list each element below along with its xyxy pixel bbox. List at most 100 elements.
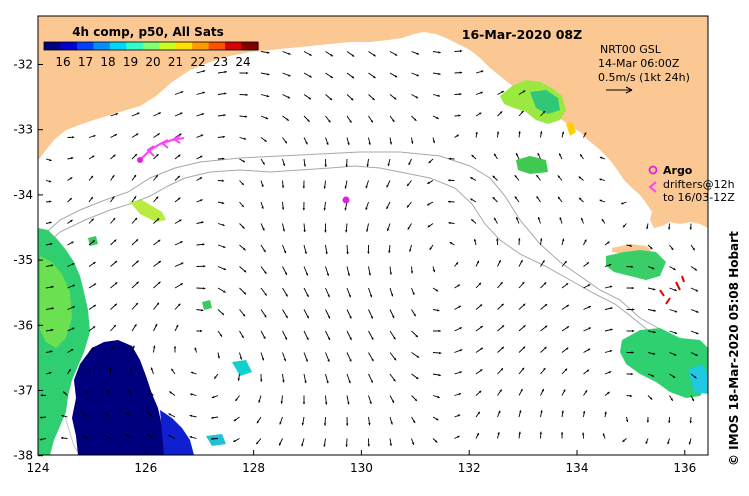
current-vector-head — [233, 418, 237, 422]
current-vector-head — [518, 131, 521, 134]
current-vector-head — [434, 440, 438, 443]
current-vector-head — [345, 230, 348, 233]
current-vector-head — [602, 433, 605, 436]
current-vector-head — [632, 329, 635, 333]
colorbar-cell — [159, 42, 177, 50]
current-vector-head — [309, 53, 312, 56]
current-vector-head — [111, 346, 114, 349]
current-vector-head — [153, 345, 156, 348]
current-vector-head — [286, 118, 289, 121]
current-vector-head — [522, 282, 525, 285]
sst-patch-gulf-cool — [530, 90, 560, 114]
current-vector-head — [223, 290, 226, 293]
current-vector-head — [541, 389, 544, 392]
current-vector-head — [369, 294, 373, 298]
colorbar-cell — [192, 42, 210, 50]
current-vector-head — [327, 316, 330, 319]
current-vector-head — [168, 435, 171, 438]
current-vector-head — [109, 367, 112, 370]
current-vector-head — [345, 444, 348, 447]
current-vector-head — [610, 307, 613, 310]
current-vector-head — [304, 380, 307, 384]
current-vector-head — [267, 51, 270, 54]
current-vector-head — [349, 359, 352, 362]
lat-label: -38 — [13, 449, 33, 463]
current-vector-head — [202, 91, 205, 94]
lat-label: -33 — [13, 123, 33, 137]
current-vector-head — [481, 70, 484, 73]
current-vector-head — [523, 325, 526, 328]
colorbar-cell — [60, 42, 78, 50]
current-vector-head — [224, 70, 227, 74]
current-vector-head — [631, 351, 634, 354]
current-vector-head — [326, 273, 329, 276]
current-vector-head — [281, 185, 285, 188]
current-vector-head — [189, 414, 192, 417]
current-vector-head — [539, 431, 542, 434]
current-vector-head — [544, 325, 548, 328]
current-vector-head — [459, 327, 462, 330]
current-vector-head — [415, 334, 418, 338]
current-vector-head — [411, 141, 414, 144]
current-vector-head — [561, 410, 564, 413]
lon-label: 130 — [350, 461, 373, 475]
current-vector-head — [501, 91, 504, 94]
current-vector-head — [177, 175, 180, 179]
current-vector-head — [566, 304, 569, 308]
current-vector-head — [308, 97, 311, 100]
lat-label: -37 — [13, 384, 33, 398]
current-vector-head — [601, 219, 605, 222]
current-vector-head — [202, 243, 205, 246]
current-vector-head — [51, 307, 54, 310]
current-vector-head — [70, 219, 73, 223]
current-vector-head — [137, 112, 140, 115]
current-vector-head — [607, 241, 610, 244]
current-vector-head — [542, 260, 545, 263]
current-vector-head — [537, 153, 540, 156]
current-vector-head — [326, 142, 329, 145]
current-vector-head — [323, 444, 326, 447]
current-vector-head — [72, 284, 75, 287]
current-vector-head — [501, 303, 504, 307]
drifters-legend-line1: drifters@12h — [663, 178, 735, 191]
current-vector-head — [350, 97, 354, 101]
current-vector-head — [282, 380, 285, 383]
current-vector-head — [267, 73, 270, 76]
current-vector-head — [113, 239, 117, 242]
current-vector-head — [558, 196, 561, 200]
current-vector-head — [173, 346, 177, 349]
current-vector-head — [69, 177, 73, 180]
current-vector-head — [438, 329, 441, 333]
current-vector-head — [394, 75, 398, 78]
current-vector-head — [130, 367, 133, 370]
current-vector-head — [609, 285, 613, 288]
current-vector-head — [522, 346, 526, 349]
current-vector-head — [243, 137, 247, 140]
current-vector-head — [305, 273, 308, 276]
current-vector-head — [544, 346, 547, 350]
current-vector-head — [414, 398, 417, 401]
current-vector-head — [256, 441, 259, 445]
current-vector-head — [39, 438, 43, 441]
map-frame — [37, 15, 709, 456]
current-vector-head — [302, 208, 305, 211]
current-vector-head — [386, 184, 389, 188]
current-vector-head — [559, 217, 562, 220]
current-vector-head — [492, 197, 496, 200]
current-vector-head — [223, 267, 226, 271]
sst-patch-east-coast — [606, 250, 666, 280]
current-vector-head — [457, 435, 460, 438]
current-vector-head — [435, 289, 439, 292]
current-vector-head — [370, 316, 373, 319]
current-vector-head — [155, 324, 158, 327]
current-vector-head — [329, 97, 333, 100]
current-vector-head — [562, 238, 565, 242]
current-vector-head — [621, 202, 624, 205]
current-vector-head — [258, 400, 261, 403]
current-vector-head — [323, 423, 327, 426]
colorbar-cell — [175, 42, 193, 50]
current-vector-head — [471, 219, 474, 222]
current-vector-head — [261, 184, 264, 187]
colorbar-tick-label: 18 — [100, 55, 115, 69]
